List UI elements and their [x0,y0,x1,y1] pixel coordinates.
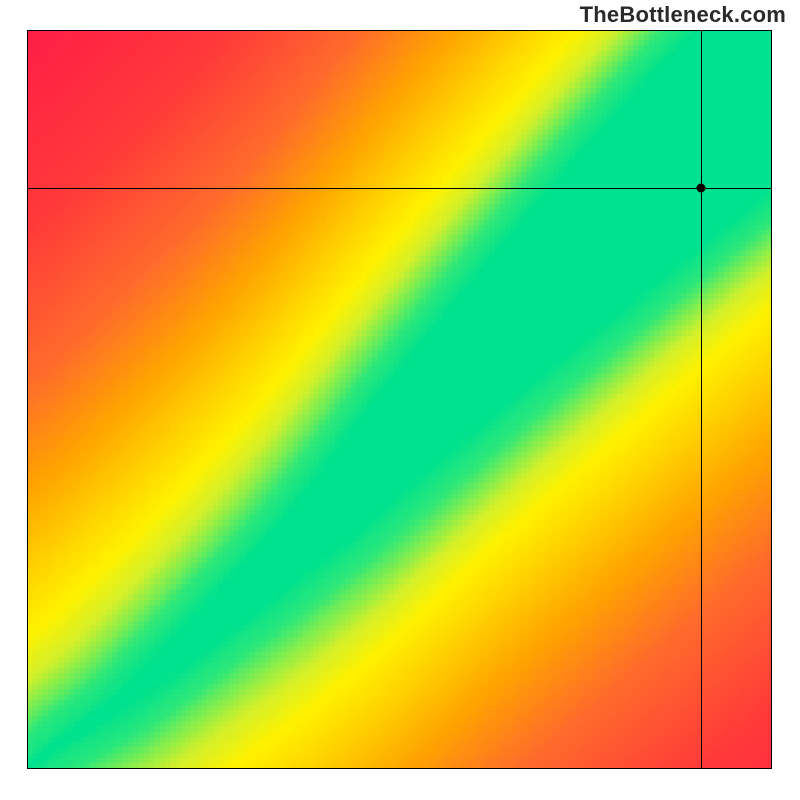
bottleneck-heatmap [27,30,772,769]
chart-container: TheBottleneck.com [0,0,800,800]
watermark-text: TheBottleneck.com [580,2,786,28]
